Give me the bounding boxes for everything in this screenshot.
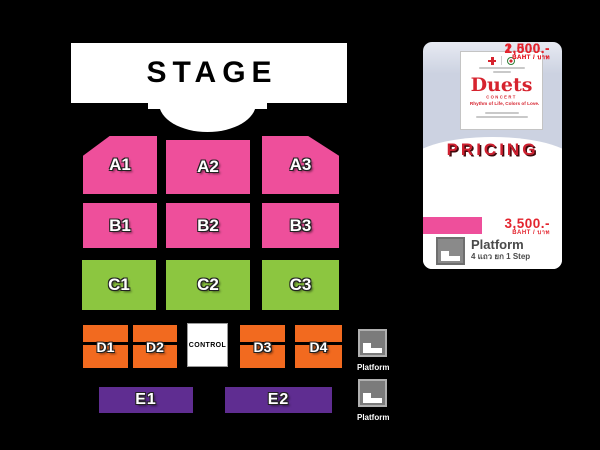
- section-label: C3: [289, 275, 312, 294]
- poster-tagline: Rhythm of Life, Colors of Love.: [469, 101, 540, 107]
- section-d4[interactable]: D4: [291, 325, 346, 368]
- section-label: B3: [289, 215, 312, 235]
- section-label: A2: [197, 157, 219, 176]
- micro-text-bar: [475, 116, 528, 118]
- section-label: D2: [146, 338, 164, 355]
- section-c1[interactable]: C1: [82, 260, 156, 310]
- section-a1[interactable]: A1: [83, 136, 157, 194]
- section-d1[interactable]: D1: [79, 325, 132, 368]
- pricing-tier-1: 3,500.- BAHT / บาท: [423, 216, 562, 236]
- emblem-icon: [507, 56, 515, 65]
- section-d3[interactable]: D3: [236, 325, 289, 368]
- poster-brand: Duets: [470, 74, 533, 96]
- section-a2[interactable]: A2: [166, 140, 250, 194]
- section-c3[interactable]: C3: [262, 260, 339, 310]
- section-label: E1: [135, 391, 157, 408]
- stage-label: STAGE: [146, 56, 278, 89]
- section-label: C2: [197, 275, 219, 294]
- micro-text-bar: [484, 112, 519, 114]
- section-c2[interactable]: C2: [166, 260, 250, 310]
- platform-step-icon: [357, 329, 387, 357]
- section-label: D3: [253, 338, 272, 355]
- section-b3[interactable]: B3: [262, 203, 339, 248]
- tier-price: 2,000.-: [504, 42, 550, 56]
- section-e1[interactable]: E1: [99, 387, 193, 413]
- sponsor-logos: [461, 56, 542, 65]
- row-divider-line: [79, 342, 132, 345]
- section-label: D4: [309, 338, 328, 355]
- platform-marker-2: Platform: [357, 379, 390, 422]
- tier-price: 3,500.-: [504, 216, 550, 231]
- platform-legend-text: Platform 4 แถว ยก 1 Step: [471, 238, 530, 262]
- platform-step-icon: [357, 379, 387, 407]
- micro-text-bar: [492, 71, 511, 73]
- tier-unit: BAHT / บาท: [512, 230, 550, 236]
- stage: STAGE: [71, 43, 347, 103]
- section-e2[interactable]: E2: [225, 387, 332, 413]
- row-divider-line: [129, 342, 181, 345]
- logo-divider: [501, 56, 502, 65]
- platform-legend-icon: [436, 237, 465, 269]
- section-label: A3: [289, 155, 312, 174]
- stage-apron: [159, 103, 256, 132]
- section-label: E2: [267, 391, 290, 408]
- tier-unit: BAHT / บาท: [512, 55, 550, 61]
- control-label: CONTROL: [188, 341, 227, 349]
- poster-concert: CONCERT: [486, 95, 517, 101]
- micro-text-bar: [478, 67, 525, 69]
- row-divider-line: [291, 342, 346, 345]
- platform-step-icon: [436, 237, 465, 265]
- section-d2[interactable]: D2: [129, 325, 181, 368]
- tier-unit: BAHT / บาท: [512, 55, 550, 61]
- section-a3[interactable]: A3: [262, 136, 339, 194]
- event-poster: Duets CONCERT Rhythm of Life, Colors of …: [460, 51, 543, 130]
- platform-marker-1: Platform: [357, 329, 390, 372]
- section-label: B2: [197, 215, 219, 235]
- section-b2[interactable]: B2: [166, 203, 250, 248]
- section-label: A1: [109, 155, 131, 174]
- platform-legend-note: 4 แถว ยก 1 Step: [471, 252, 531, 261]
- section-b1[interactable]: B1: [83, 203, 157, 248]
- pricing-card: Duets CONCERT Rhythm of Life, Colors of …: [423, 42, 562, 269]
- tier-color-swatch: [423, 217, 482, 234]
- platform-marker-label: Platform: [357, 363, 390, 372]
- pricing-title: PRICING: [446, 140, 539, 159]
- platform-marker-label: Platform: [357, 413, 390, 422]
- row-divider-line: [236, 342, 289, 345]
- tier-price: 2,500.-: [504, 42, 550, 56]
- platform-legend-label: Platform: [471, 237, 524, 252]
- section-label: D1: [96, 338, 115, 355]
- section-label: C1: [108, 275, 130, 294]
- section-label: B1: [109, 215, 131, 235]
- control-booth: CONTROL: [187, 323, 228, 367]
- tier-unit: BAHT / บาท: [512, 55, 550, 61]
- red-cross-icon: [488, 56, 496, 65]
- tier-price: 1,500.-: [504, 42, 550, 56]
